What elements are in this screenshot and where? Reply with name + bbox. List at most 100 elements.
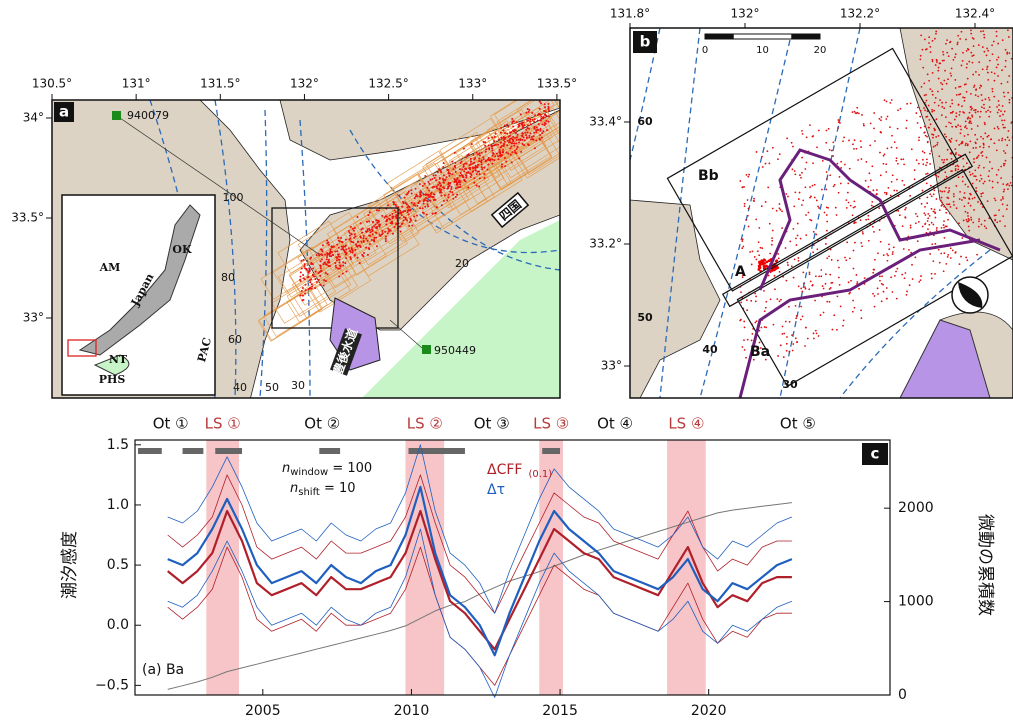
tremor-dot xyxy=(997,56,1000,59)
tremor-dot xyxy=(925,164,927,167)
x-tick-label: 2005 xyxy=(245,703,281,719)
tremor-dot xyxy=(787,264,789,266)
tremor-dot xyxy=(935,198,938,200)
tremor-dot xyxy=(970,108,973,111)
tremor-dot xyxy=(406,211,409,214)
tremor-dot xyxy=(836,259,839,262)
tremor-dot xyxy=(487,157,490,160)
tremor-dot xyxy=(954,79,957,81)
tremor-dot xyxy=(890,180,893,183)
tremor-dot xyxy=(524,131,527,134)
tremor-dot xyxy=(826,178,828,180)
tremor-dot xyxy=(407,213,410,216)
tremor-dot xyxy=(410,192,413,195)
tremor-dot xyxy=(512,140,515,143)
tremor-dot xyxy=(926,73,929,76)
tremor-dot xyxy=(876,287,879,290)
tremor-dot xyxy=(895,159,898,162)
tremor-dot xyxy=(786,336,788,338)
tremor-dot xyxy=(942,161,945,164)
tremor-dot xyxy=(929,88,932,90)
tremor-dot xyxy=(1004,65,1007,68)
tremor-dot xyxy=(385,235,388,238)
tremor-dot xyxy=(943,107,946,110)
tremor-dot xyxy=(782,356,785,358)
tremor-dot xyxy=(924,223,927,226)
tremor-dot xyxy=(802,271,805,274)
tremor-dot xyxy=(833,314,836,317)
tremor-dot xyxy=(311,285,314,288)
tremor-dot xyxy=(960,255,962,258)
tremor-dot xyxy=(745,299,748,301)
tremor-dot xyxy=(929,184,932,187)
tremor-dot xyxy=(544,110,547,113)
tremor-dot xyxy=(926,110,929,113)
tremor-dot xyxy=(788,305,790,308)
tremor-dot xyxy=(860,309,862,312)
tremor-dot xyxy=(837,276,840,279)
tremor-dot xyxy=(933,37,936,40)
tremor-dot xyxy=(439,169,442,172)
tremor-dot xyxy=(978,73,980,76)
annotation-var: n xyxy=(290,481,298,496)
annotation: nshift = 10 xyxy=(290,481,356,499)
tremor-dot xyxy=(975,187,978,189)
tremor-dot xyxy=(965,90,968,93)
tremor-dot xyxy=(480,159,483,162)
tremor-dot xyxy=(966,117,969,120)
tremor-dot xyxy=(814,275,817,278)
tremor-dot xyxy=(410,189,413,192)
tremor-dot xyxy=(812,332,815,335)
tremor-dot xyxy=(341,272,344,275)
tremor-dot xyxy=(502,136,505,139)
tremor-dot xyxy=(955,185,958,187)
tremor-dot xyxy=(932,136,934,139)
tremor-dot xyxy=(455,183,458,186)
tremor-dot xyxy=(527,143,530,146)
fault-patch xyxy=(260,246,325,300)
tremor-dot xyxy=(359,245,362,248)
tremor-dot xyxy=(816,248,819,251)
tremor-dot xyxy=(927,104,930,107)
tremor-dot xyxy=(758,226,761,229)
tremor-dot xyxy=(867,214,870,217)
tremor-dot xyxy=(802,282,805,285)
tremor-dot xyxy=(504,132,507,135)
tremor-dot xyxy=(498,149,501,152)
tremor-dot xyxy=(384,240,387,243)
tremor-dot xyxy=(509,153,512,156)
tremor-dot xyxy=(465,176,468,179)
tremor-dot xyxy=(307,275,310,278)
tremor-dot xyxy=(1008,75,1011,77)
tremor-dot xyxy=(462,163,465,166)
tremor-dot xyxy=(926,161,928,164)
tremor-dot xyxy=(857,112,860,115)
tremor-dot xyxy=(954,251,957,254)
tremor-dots xyxy=(299,100,551,302)
tremor-dot xyxy=(427,196,430,199)
tremor-dot xyxy=(808,288,811,291)
tremor-dot xyxy=(794,305,797,307)
tremor-dot xyxy=(812,162,814,165)
tremor-dot xyxy=(528,108,531,111)
tremor-dot xyxy=(943,59,945,62)
tremor-dot xyxy=(348,249,351,252)
contour-label: 80 xyxy=(221,271,235,284)
tremor-dot xyxy=(478,185,481,188)
tremor-dot xyxy=(901,273,904,276)
tremor-dot xyxy=(883,153,886,156)
tremor-dot xyxy=(511,121,514,124)
tremor-dot xyxy=(1000,82,1003,85)
tremor-dot xyxy=(979,145,981,148)
tremor-dot xyxy=(970,51,973,54)
tremor-dot xyxy=(462,165,465,168)
tremor-dot xyxy=(354,235,357,238)
contour-label: 50 xyxy=(637,311,653,324)
tremor-dot xyxy=(470,174,473,177)
tremor-dot xyxy=(739,180,742,182)
tremor-dot xyxy=(814,329,817,332)
contour-label: 50 xyxy=(265,381,279,394)
tremor-dot xyxy=(328,255,331,258)
tremor-dot xyxy=(1001,69,1003,72)
tremor-dot xyxy=(432,199,435,202)
